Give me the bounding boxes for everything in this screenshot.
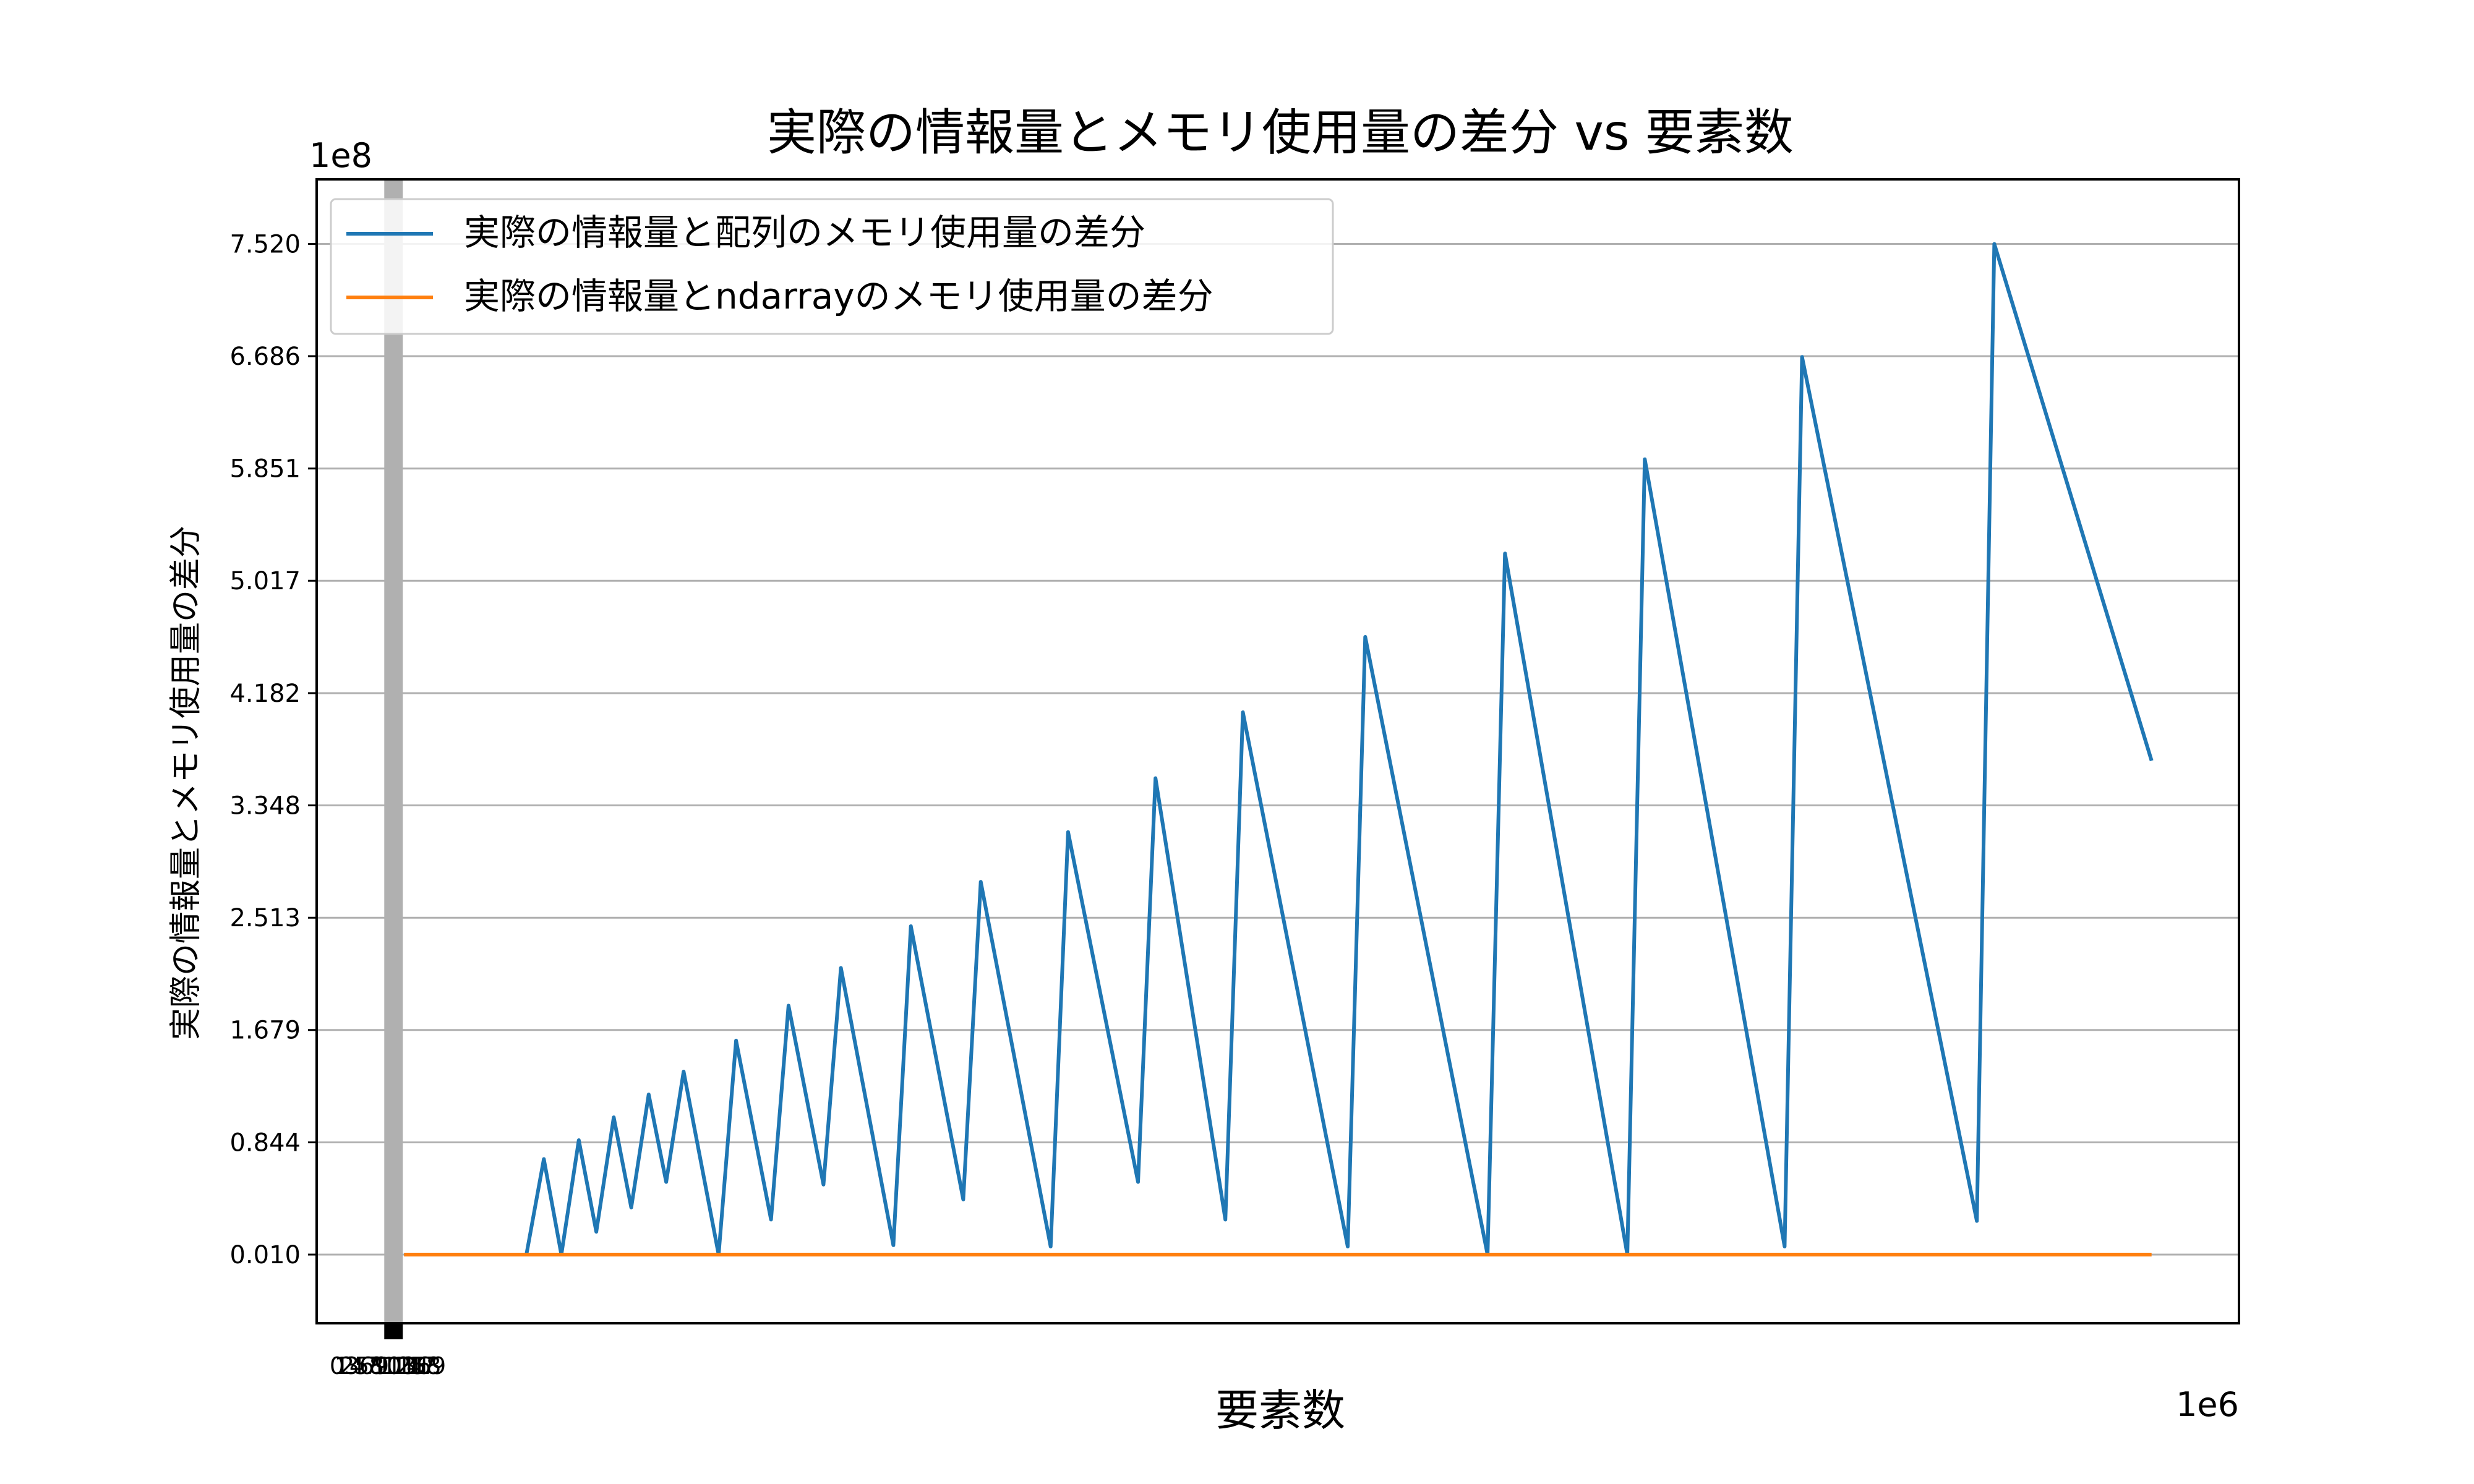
y-tick-label: 4.182 <box>229 680 301 708</box>
chart-title: 実際の情報量とメモリ使用量の差分 vs 要素数 <box>767 104 1794 161</box>
x-tick-label: 3 <box>345 1352 359 1380</box>
x-axis-label: 要素数 <box>1215 1385 1345 1436</box>
x-tick-label: 18 <box>411 1352 441 1380</box>
plot-frame <box>315 178 2240 1324</box>
x-tick-label: 2 <box>340 1352 354 1380</box>
y-offset-label: 1e8 <box>309 136 372 175</box>
x-tick-label: 15 <box>396 1352 426 1380</box>
y-tick-label: 5.017 <box>229 567 301 595</box>
y-tick-label: 3.348 <box>229 791 301 820</box>
y-tick-label: 2.513 <box>229 904 301 932</box>
x-tick-artifact <box>384 179 403 1339</box>
x-offset-label: 1e6 <box>2176 1385 2239 1424</box>
x-tick-label: 14 <box>392 1352 421 1380</box>
y-tick-label: 0.010 <box>229 1241 301 1269</box>
legend-label-series-2: 実際の情報量とndarrayのメモリ使用量の差分 <box>464 275 1213 317</box>
y-axis-label: 実際の情報量とメモリ使用量の差分 <box>168 526 205 1040</box>
x-tick-label: 7 <box>364 1352 379 1380</box>
y-ticks: 0.010 0.844 1.679 2.513 3.348 4.182 5.017 5.851… <box>229 230 317 1269</box>
x-tick-label: 12 <box>382 1352 411 1380</box>
y-tick-label: 6.686 <box>229 343 301 371</box>
y-tick-label: 7.520 <box>229 230 301 258</box>
x-tick-label: 19 <box>416 1352 446 1380</box>
legend-label-series-1: 実際の情報量と配列のメモリ使用量の差分 <box>464 211 1145 254</box>
x-tick-label: 9 <box>374 1352 389 1380</box>
x-tick-label: 0 <box>330 1352 345 1380</box>
x-tick-label: 17 <box>406 1352 436 1380</box>
series-line-1 <box>404 242 2154 1256</box>
x-tick-label: 1 <box>335 1352 349 1380</box>
x-tick-label: 8 <box>369 1352 384 1380</box>
x-gridline-cluster <box>384 179 403 1323</box>
x-tick-label: 10 <box>372 1352 401 1380</box>
legend: 実際の情報量と配列のメモリ使用量の差分 実際の情報量とndarrayのメモリ使用… <box>330 198 1334 335</box>
x-tick-label: 11 <box>377 1352 406 1380</box>
legend-box <box>330 198 1334 335</box>
x-tick-label: 4 <box>349 1352 364 1380</box>
x-tick-cluster <box>384 1323 403 1339</box>
y-tick-label: 0.844 <box>229 1128 301 1157</box>
y-tick-label: 5.851 <box>229 455 301 484</box>
x-tick-label: 6 <box>359 1352 374 1380</box>
data-series <box>404 242 2154 1256</box>
y-tick-label: 1.679 <box>229 1017 301 1045</box>
x-tick-label: 5 <box>354 1352 369 1380</box>
x-tick-label: 16 <box>401 1352 431 1380</box>
grid-lines <box>317 242 2239 1256</box>
x-tick-label: 13 <box>387 1352 416 1380</box>
